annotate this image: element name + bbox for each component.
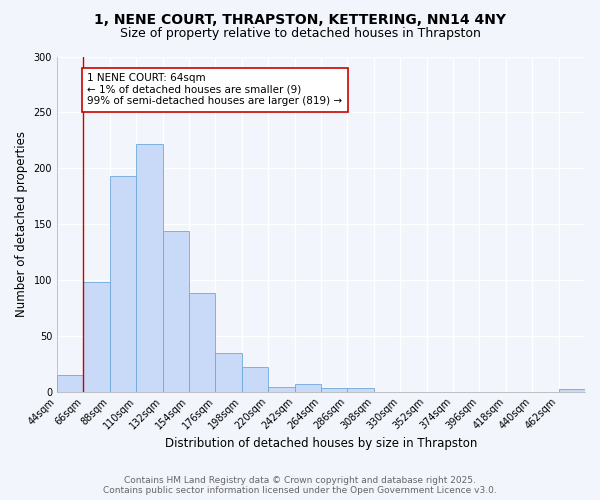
Text: 1 NENE COURT: 64sqm
← 1% of detached houses are smaller (9)
99% of semi-detached: 1 NENE COURT: 64sqm ← 1% of detached hou… (88, 74, 343, 106)
Bar (215, 352, 242, 392)
Bar (83, 282, 110, 392)
Text: 1, NENE COURT, THRAPSTON, KETTERING, NN14 4NY: 1, NENE COURT, THRAPSTON, KETTERING, NN1… (94, 12, 506, 26)
Y-axis label: Number of detached properties: Number of detached properties (15, 131, 28, 317)
Bar (295, 384, 321, 392)
Bar (242, 367, 268, 392)
Bar (110, 176, 136, 392)
Bar (136, 144, 163, 392)
Bar (189, 294, 215, 392)
Bar (268, 387, 295, 392)
X-axis label: Distribution of detached houses by size in Thrapston: Distribution of detached houses by size … (165, 437, 477, 450)
Text: Size of property relative to detached houses in Thrapston: Size of property relative to detached ho… (119, 28, 481, 40)
Bar (347, 388, 374, 392)
Bar (559, 390, 585, 392)
Bar (57, 375, 83, 392)
Bar (321, 388, 347, 392)
Bar (163, 231, 189, 392)
Text: Contains HM Land Registry data © Crown copyright and database right 2025.
Contai: Contains HM Land Registry data © Crown c… (103, 476, 497, 495)
